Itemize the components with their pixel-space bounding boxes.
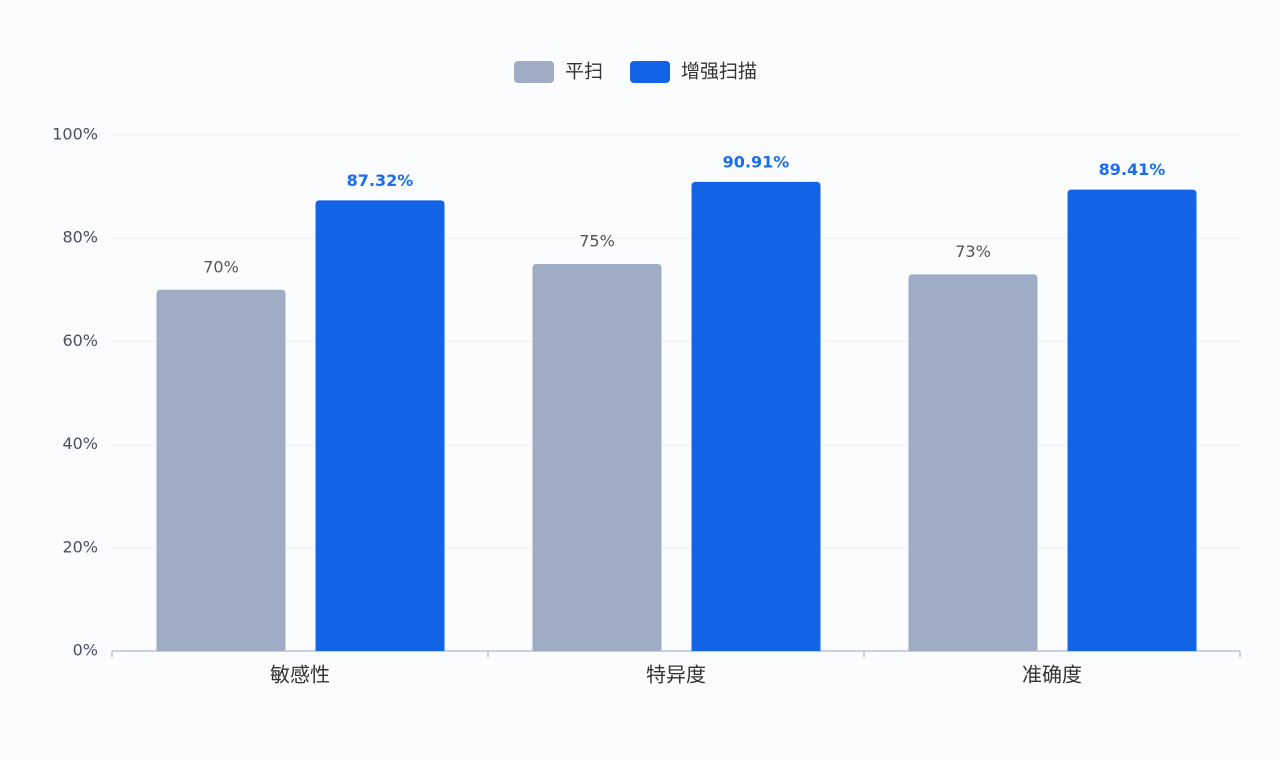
- legend-swatch: [514, 61, 554, 83]
- bar: [315, 200, 445, 651]
- value-label: 75%: [579, 232, 615, 251]
- legend-label: 平扫: [565, 61, 603, 83]
- value-label: 87.32%: [347, 171, 414, 190]
- x-tick-label: 敏感性: [270, 663, 330, 687]
- bar: [532, 264, 662, 651]
- y-tick-label: 40%: [62, 434, 98, 453]
- bar: [1067, 189, 1197, 651]
- y-tick-label: 20%: [62, 537, 98, 556]
- bar: [908, 274, 1038, 651]
- y-tick-label: 100%: [52, 125, 98, 144]
- x-tick-label: 准确度: [1022, 663, 1082, 687]
- value-label: 70%: [203, 257, 239, 276]
- legend-swatch: [630, 61, 670, 83]
- x-tick-label: 特异度: [646, 663, 706, 687]
- y-tick-label: 60%: [62, 331, 98, 350]
- value-label: 90.91%: [723, 152, 790, 171]
- value-label: 73%: [955, 242, 991, 261]
- value-label: 89.41%: [1099, 160, 1166, 179]
- bar: [691, 181, 821, 651]
- bar: [156, 289, 286, 651]
- y-tick-label: 80%: [62, 228, 98, 247]
- legend-label: 增强扫描: [681, 61, 757, 83]
- y-tick-label: 0%: [73, 641, 98, 660]
